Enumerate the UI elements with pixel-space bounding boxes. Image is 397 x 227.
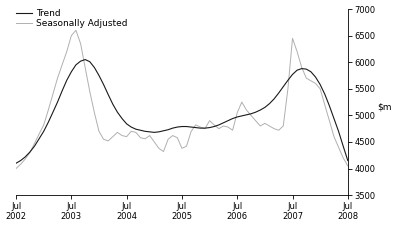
Seasonally Adjusted — [318, 87, 322, 90]
Trend — [184, 125, 189, 128]
Seasonally Adjusted — [73, 29, 78, 32]
Seasonally Adjusted — [184, 145, 189, 148]
Trend — [295, 69, 299, 72]
Seasonally Adjusted — [304, 77, 309, 79]
Line: Trend: Trend — [16, 59, 348, 163]
Trend — [13, 162, 18, 165]
Seasonally Adjusted — [129, 130, 134, 133]
Trend — [83, 58, 88, 61]
Trend — [129, 126, 134, 128]
Seasonally Adjusted — [295, 50, 299, 53]
Seasonally Adjusted — [13, 167, 18, 170]
Legend: Trend, Seasonally Adjusted: Trend, Seasonally Adjusted — [16, 9, 127, 28]
Seasonally Adjusted — [92, 111, 97, 114]
Trend — [92, 66, 97, 69]
Trend — [318, 83, 322, 86]
Line: Seasonally Adjusted: Seasonally Adjusted — [16, 30, 348, 168]
Trend — [345, 159, 350, 162]
Seasonally Adjusted — [345, 165, 350, 167]
Y-axis label: $m: $m — [377, 102, 391, 111]
Trend — [304, 68, 309, 70]
